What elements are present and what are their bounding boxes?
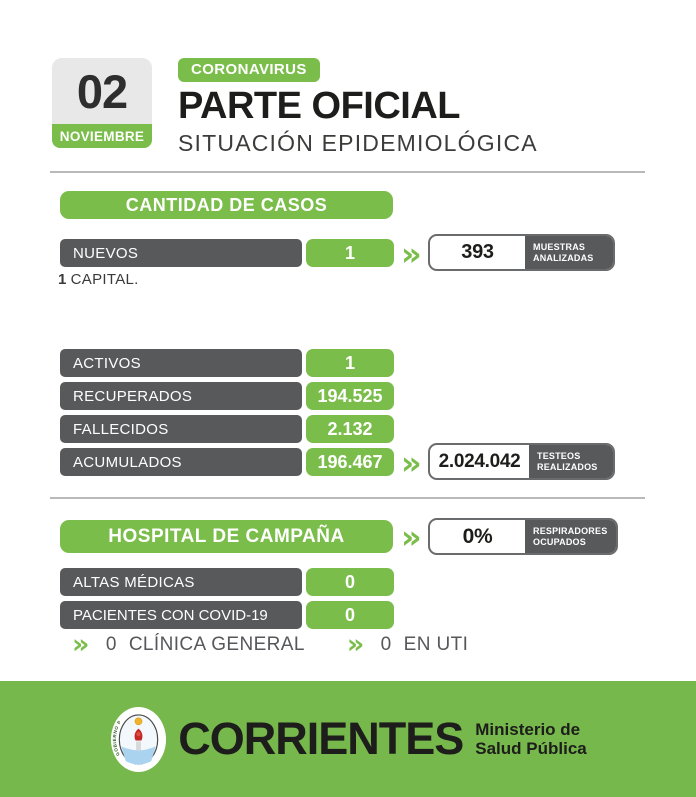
chevron-right-icon: »: [401, 444, 422, 482]
stat-label: CLÍNICA GENERAL: [128, 634, 305, 655]
row-value: 1: [306, 349, 394, 377]
row-value: 196.467: [306, 448, 394, 476]
tests-label-line1: TESTEOS: [537, 451, 581, 461]
tests-label: TESTEOS REALIZADOS: [529, 445, 613, 478]
footer-ministry-line1: Ministerio de: [475, 720, 581, 739]
divider-top: [50, 171, 645, 173]
row-value: 194.525: [306, 382, 394, 410]
date-day: 02: [52, 58, 152, 124]
footer-brand-group: GOBIERNO PROVINCIAL CORRIENTES Ministeri…: [109, 706, 587, 773]
capital-note-value: 1: [58, 271, 67, 288]
row-label: NUEVOS: [60, 239, 302, 267]
stat-value: 0: [380, 634, 392, 655]
footer-ministry: Ministerio de Salud Pública: [475, 720, 586, 758]
date-month: NOVIEMBRE: [52, 124, 152, 148]
row-label: ACTIVOS: [60, 349, 302, 377]
footer-ministry-line2: Salud Pública: [475, 739, 587, 758]
row-label: ALTAS MÉDICAS: [60, 568, 302, 596]
stat-clinica-general: » 0 CLÍNICA GENERAL: [72, 629, 305, 660]
row-value: 1: [306, 239, 394, 267]
tests-box: 2.024.042 TESTEOS REALIZADOS: [428, 443, 615, 480]
capital-note-label: CAPITAL.: [70, 271, 139, 288]
samples-label-line2: ANALIZADAS: [533, 252, 594, 263]
row-label: ACUMULADOS: [60, 448, 302, 476]
samples-box: 393 MUESTRAS ANALIZADAS: [428, 234, 615, 271]
date-box: 02 NOVIEMBRE: [52, 58, 152, 148]
page-subtitle: SITUACIÓN EPIDEMIOLÓGICA: [178, 130, 538, 156]
respirators-label: RESPIRADORES OCUPADOS: [525, 520, 616, 553]
section-title-cases: CANTIDAD DE CASOS: [60, 191, 393, 219]
stat-label: EN UTI: [403, 634, 469, 655]
footer-brand-name: CORRIENTES: [178, 713, 464, 764]
chevron-right-icon: »: [401, 518, 422, 556]
row-label: FALLECIDOS: [60, 415, 302, 443]
header: CORONAVIRUS PARTE OFICIAL SITUACIÓN EPID…: [178, 58, 538, 157]
capital-note: 1 CAPITAL.: [58, 271, 139, 288]
chevron-right-icon: »: [346, 629, 365, 660]
stat-value: 0: [105, 634, 117, 655]
row-value: 2.132: [306, 415, 394, 443]
row-label: RECUPERADOS: [60, 382, 302, 410]
row-value: 0: [306, 601, 394, 629]
coronavirus-badge: CORONAVIRUS: [178, 58, 320, 82]
divider-middle: [50, 497, 645, 499]
respirators-label-line2: OCUPADOS: [533, 536, 586, 547]
corrientes-crest-logo: GOBIERNO PROVINCIAL: [109, 706, 167, 772]
chevron-right-icon: »: [401, 235, 422, 273]
tests-label-line2: REALIZADOS: [537, 461, 598, 472]
tests-value: 2.024.042: [438, 450, 521, 472]
row-value: 0: [306, 568, 394, 596]
row-label: PACIENTES CON COVID-19: [60, 601, 302, 629]
page-title: PARTE OFICIAL: [178, 85, 461, 127]
hospital-stats-line: » 0 CLÍNICA GENERAL » 0 EN UTI: [72, 629, 469, 660]
chevron-right-icon: »: [72, 629, 90, 660]
footer-banner: GOBIERNO PROVINCIAL CORRIENTES Ministeri…: [0, 681, 696, 797]
samples-value: 393: [461, 241, 494, 263]
section-title-hospital: HOSPITAL DE CAMPAÑA: [60, 520, 393, 553]
respirators-label-line1: RESPIRADORES: [533, 526, 608, 536]
respirators-box: 0% RESPIRADORES OCUPADOS: [428, 518, 618, 555]
stat-en-uti: » 0 EN UTI: [346, 629, 469, 660]
samples-label: MUESTRAS ANALIZADAS: [525, 236, 613, 269]
respirators-value: 0%: [462, 524, 493, 548]
samples-label-line1: MUESTRAS: [533, 242, 586, 252]
